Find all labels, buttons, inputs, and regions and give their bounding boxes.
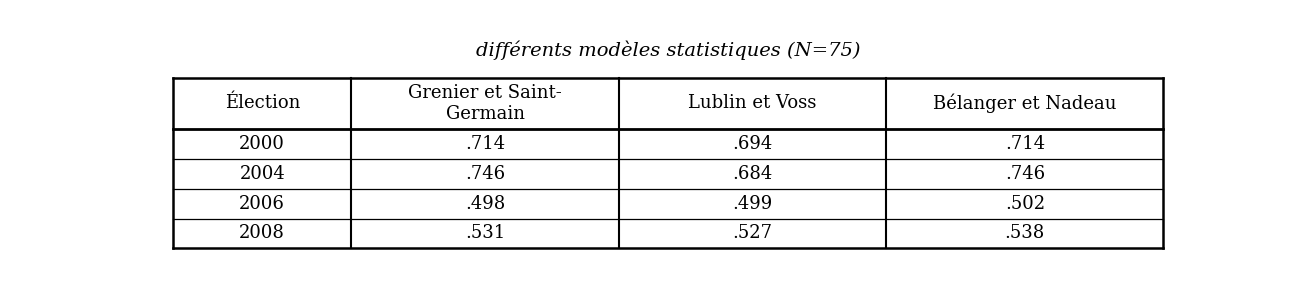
Text: .527: .527 [733, 224, 772, 243]
Text: .746: .746 [466, 165, 505, 183]
Text: .694: .694 [733, 135, 772, 153]
Text: .538: .538 [1004, 224, 1045, 243]
Text: .684: .684 [733, 165, 772, 183]
Text: 2006: 2006 [240, 195, 286, 213]
Text: .502: .502 [1005, 195, 1045, 213]
Text: 2000: 2000 [240, 135, 286, 153]
Text: différents modèles statistiques (N=75): différents modèles statistiques (N=75) [476, 41, 861, 60]
Text: .746: .746 [1005, 165, 1045, 183]
Text: Bélanger et Nadeau: Bélanger et Nadeau [934, 94, 1116, 113]
Text: Lublin et Voss: Lublin et Voss [689, 94, 816, 112]
Text: .531: .531 [466, 224, 505, 243]
Text: 2004: 2004 [240, 165, 286, 183]
Text: .714: .714 [1005, 135, 1045, 153]
Text: .499: .499 [733, 195, 772, 213]
Text: 2008: 2008 [240, 224, 286, 243]
Text: Grenier et Saint-
Germain: Grenier et Saint- Germain [408, 84, 562, 123]
Text: .498: .498 [466, 195, 505, 213]
Text: .714: .714 [466, 135, 505, 153]
Text: Élection: Élection [224, 94, 300, 112]
